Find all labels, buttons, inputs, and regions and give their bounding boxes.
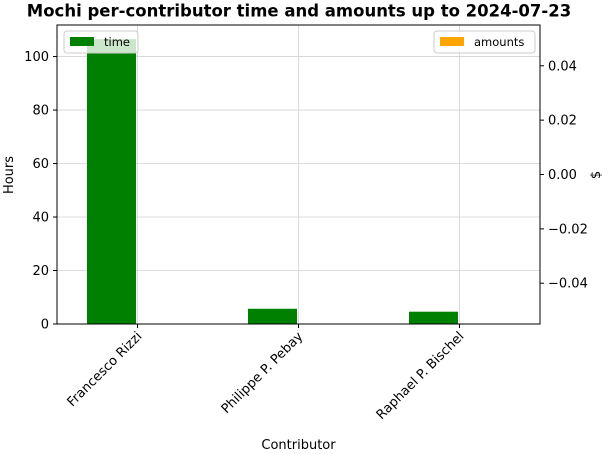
y2-tick-label: 0.00 xyxy=(548,168,577,183)
legend-time: time xyxy=(63,30,139,54)
grid xyxy=(57,25,540,325)
bar-time-1 xyxy=(248,308,297,324)
legend-time-swatch xyxy=(70,37,94,46)
y2-axis-label: $ xyxy=(589,171,604,179)
y-tick-label: 80 xyxy=(32,104,49,119)
y-tick-label: 40 xyxy=(32,211,49,226)
x-tick-label: Raphael P. Bischel xyxy=(374,329,468,423)
x-tick-label: Philippe P. Pebay xyxy=(219,329,307,417)
y-tick-label: 0 xyxy=(41,318,49,333)
y-axis-label: Hours xyxy=(2,156,17,194)
legend-amounts-box xyxy=(433,30,536,54)
legend-amounts: amounts xyxy=(433,30,536,54)
legend-time-box xyxy=(63,30,139,54)
x-tick-label: Francesco Rizzi xyxy=(65,329,146,410)
y2-tick-label: 0.04 xyxy=(548,59,577,74)
y2-tick-label: 0.02 xyxy=(548,114,577,129)
x-axis-label: Contributor xyxy=(261,438,336,453)
y2-tick-label: −0.04 xyxy=(548,277,588,292)
y-tick-label: 100 xyxy=(24,50,49,65)
bar-time-0 xyxy=(87,39,136,325)
legend-time-label: time xyxy=(104,35,130,49)
chart-title: Mochi per-contributor time and amounts u… xyxy=(27,2,571,21)
bar-time-2 xyxy=(409,311,458,324)
y2-tick-label: −0.02 xyxy=(548,222,588,237)
y-tick-label: 60 xyxy=(32,157,49,172)
y2-axis-ticks: −0.04 −0.02 0.00 0.02 0.04 xyxy=(540,59,588,292)
legend-amounts-label: amounts xyxy=(474,35,524,49)
y-axis-ticks: 0 20 40 60 80 100 xyxy=(24,50,57,333)
x-axis-ticks: Francesco Rizzi Philippe P. Pebay Raphael … xyxy=(65,324,468,423)
y-tick-label: 20 xyxy=(32,264,49,279)
bars xyxy=(87,39,458,325)
legend-amounts-swatch xyxy=(440,37,464,46)
